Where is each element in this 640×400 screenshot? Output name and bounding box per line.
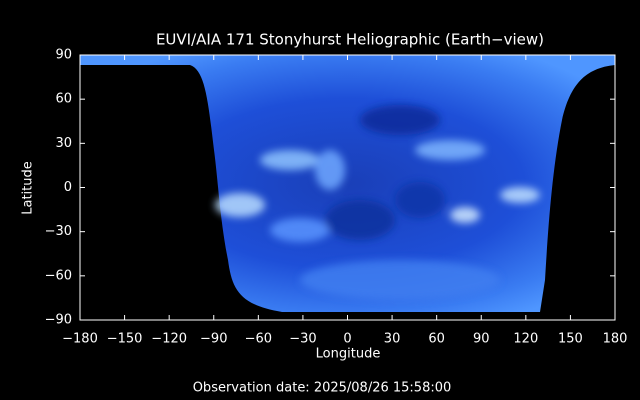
x-tick-label: 180: [603, 332, 628, 347]
x-tick-label: 30: [384, 332, 401, 347]
x-tick-label: 60: [428, 332, 445, 347]
x-tick-label: 150: [558, 332, 583, 347]
y-tick-label: 30: [55, 136, 72, 151]
y-tick-label: 60: [55, 92, 72, 107]
y-tick-label: −90: [45, 313, 72, 328]
y-axis-label: Latitude: [21, 161, 36, 215]
x-tick-label: −30: [289, 332, 316, 347]
observation-date: Observation date: 2025/08/26 15:58:00: [193, 381, 452, 396]
x-tick-label: −90: [200, 332, 227, 347]
x-tick-label: 120: [513, 332, 538, 347]
x-tick-label: −120: [151, 332, 187, 347]
x-tick-label: −150: [107, 332, 143, 347]
chart-title: EUVI/AIA 171 Stonyhurst Heliographic (Ea…: [156, 31, 544, 49]
solar-map: [80, 55, 615, 312]
x-axis-label: Longitude: [316, 347, 381, 362]
x-tick-label: 0: [343, 332, 351, 347]
y-tick-label: 90: [55, 48, 72, 63]
x-tick-label: −180: [62, 332, 98, 347]
y-tick-label: −30: [45, 224, 72, 239]
x-tick-label: 90: [473, 332, 490, 347]
y-tick-label: −60: [45, 268, 72, 283]
x-tick-label: −60: [245, 332, 272, 347]
y-tick-label: 0: [64, 180, 72, 195]
